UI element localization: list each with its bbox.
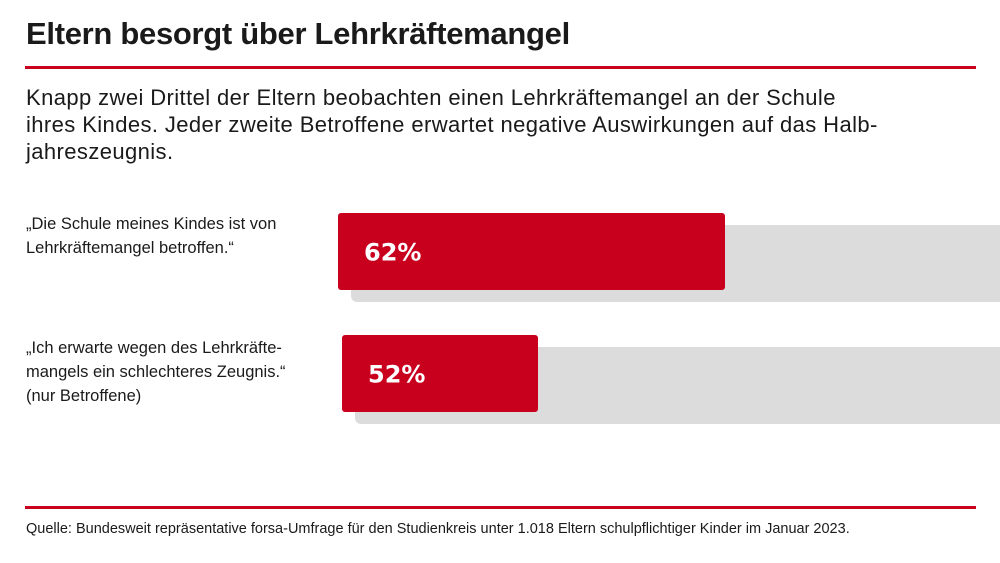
bar-label-school-affected: „Die Schule meines Kindes ist von Lehrkr… [26,212,326,260]
bottom-divider [25,506,976,509]
chart-title: Eltern besorgt über Lehrkräftemangel [26,16,570,51]
bar-label-line: (nur Betroffene) [26,387,142,405]
bar-label-line: Lehrkräftemangel betroffen.“ [26,239,234,257]
bar-label-line: „Ich erwarte wegen des Lehrkräfte- [26,339,282,357]
subtitle-line: ihres Kindes. Jeder zweite Betroffene er… [26,112,878,137]
bar-label-worse-grade: „Ich erwarte wegen des Lehrkräfte- mange… [26,336,326,408]
bar-value-label: 52% [368,361,425,389]
bar-value-label: 62% [364,239,421,267]
subtitle-line: jahreszeugnis. [26,139,174,164]
chart-subtitle: Knapp zwei Drittel der Eltern beobachten… [26,84,926,165]
bar [338,213,725,290]
bar-label-line: mangels ein schlechteres Zeugnis.“ [26,363,286,381]
subtitle-line: Knapp zwei Drittel der Eltern beobachten… [26,85,836,110]
bar [342,335,538,412]
top-divider [25,66,976,69]
bar-label-line: „Die Schule meines Kindes ist von [26,215,277,233]
source-note: Quelle: Bundesweit repräsentative forsa-… [26,521,850,537]
